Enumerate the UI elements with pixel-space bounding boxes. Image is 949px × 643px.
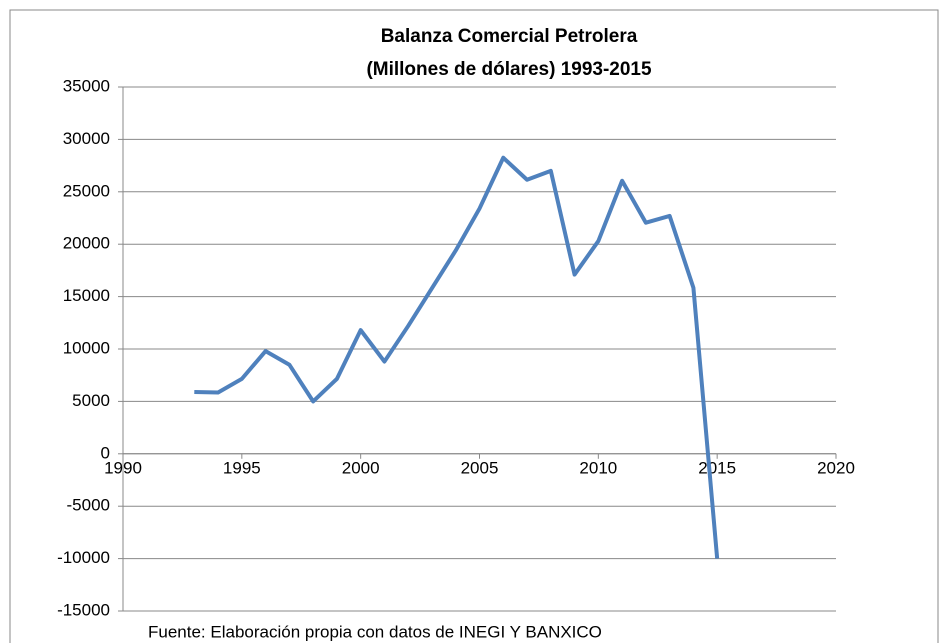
chart-title: (Millones de dólares) 1993-2015 <box>366 59 652 80</box>
y-tick-label: -10000 <box>57 548 110 567</box>
x-tick-label: 2010 <box>579 458 617 477</box>
x-tick-label: 2000 <box>342 458 380 477</box>
y-tick-label: 0 <box>101 443 110 462</box>
y-tick-label: 5000 <box>72 391 110 410</box>
x-tick-label: 1995 <box>223 458 261 477</box>
y-tick-label: 15000 <box>63 286 110 305</box>
y-tick-label: 10000 <box>63 338 110 357</box>
data-line <box>194 155 720 559</box>
y-tick-label: 35000 <box>63 76 110 95</box>
x-tick-label: 1990 <box>104 458 142 477</box>
y-tick-label: 20000 <box>63 234 110 253</box>
y-tick-label: -5000 <box>67 496 110 515</box>
x-tick-label: 2005 <box>461 458 499 477</box>
caption: Fuente: Elaboración propia con datos de … <box>148 622 602 641</box>
y-tick-label: 25000 <box>63 181 110 200</box>
x-tick-label: 2020 <box>817 458 855 477</box>
y-tick-label: 30000 <box>63 129 110 148</box>
chart-border <box>9 9 939 643</box>
chart-title: Balanza Comercial Petrolera <box>381 26 638 47</box>
y-tick-label: -15000 <box>57 600 110 619</box>
x-tick-label: 2015 <box>698 458 736 477</box>
